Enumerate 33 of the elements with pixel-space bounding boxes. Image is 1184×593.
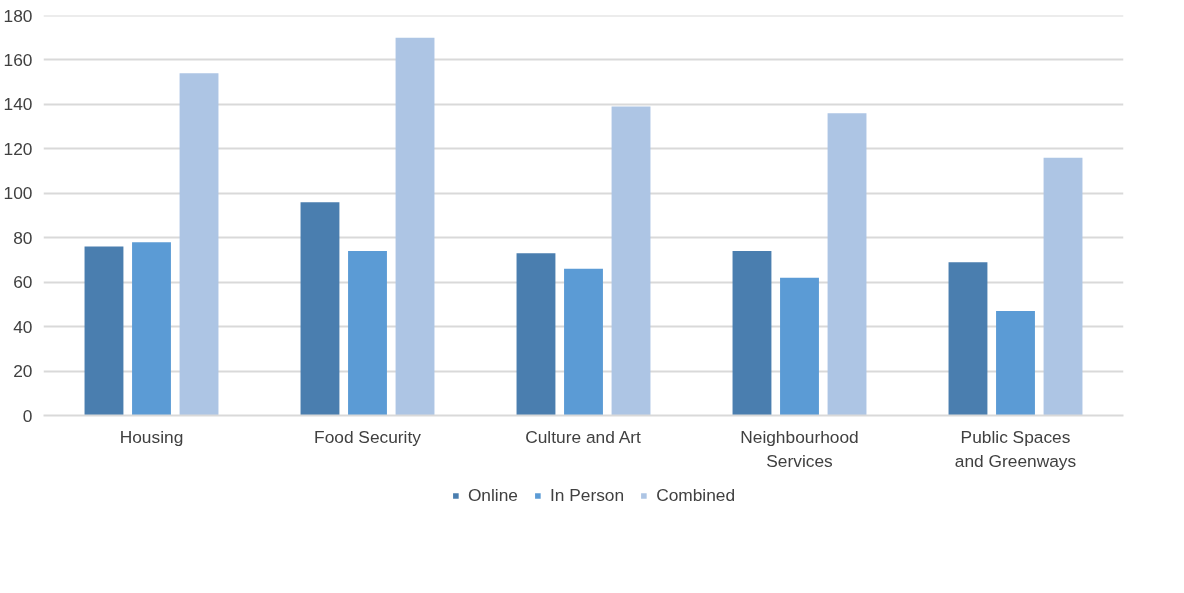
bar (300, 202, 340, 416)
x-tick-label: Housing (119, 426, 184, 447)
legend-label: In Person (549, 484, 625, 506)
y-tick-label: 80 (13, 227, 33, 248)
bar (611, 106, 651, 416)
bar (395, 37, 435, 416)
x-tick-label: Public Spaces and Greenways (954, 426, 1077, 471)
y-tick-label: 40 (13, 316, 33, 337)
bar (84, 246, 124, 416)
x-tick-label: Culture and Art (525, 426, 641, 447)
y-tick-label: 20 (13, 361, 33, 382)
legend-label: Combined (656, 484, 736, 506)
bar (1043, 157, 1083, 416)
bar (780, 277, 819, 416)
x-tick-label: Food Security (314, 426, 422, 447)
y-tick-label: 140 (3, 94, 33, 115)
bar (948, 262, 988, 416)
bar (996, 311, 1035, 416)
bar (732, 251, 772, 416)
y-tick-label: 100 (3, 183, 33, 204)
bar (179, 73, 219, 416)
y-tick-label: 160 (3, 49, 33, 70)
bar (564, 268, 603, 416)
bar (348, 251, 387, 416)
y-tick-label: 60 (13, 272, 33, 293)
legend-label: Online (467, 484, 518, 506)
bar (132, 242, 171, 416)
bar (827, 113, 867, 416)
x-tick-label: Neighbourhood Services (740, 426, 859, 471)
y-tick-label: 180 (3, 5, 33, 26)
y-tick-label: 0 (22, 405, 33, 426)
y-tick-label: 120 (3, 138, 33, 159)
bar (516, 253, 556, 416)
